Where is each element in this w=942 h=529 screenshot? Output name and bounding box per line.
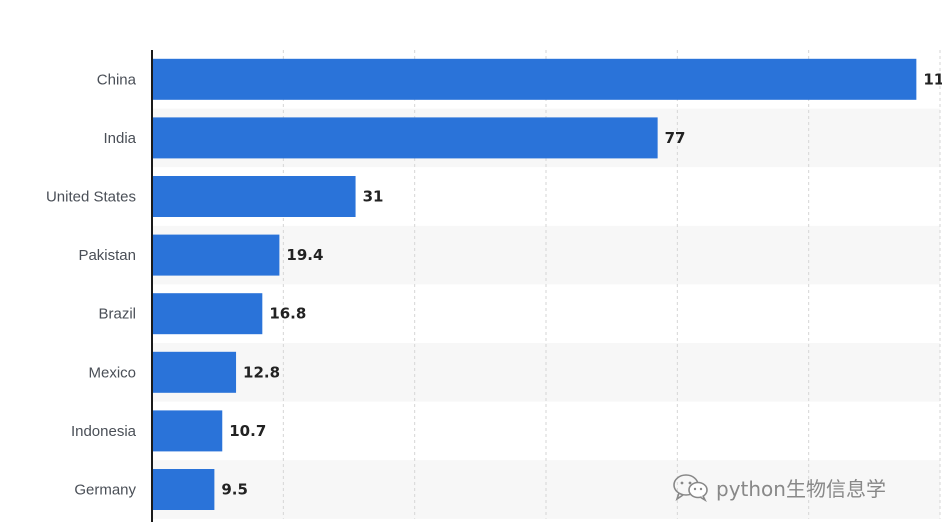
value-label: 9.5: [221, 481, 248, 499]
value-labels: 116.4 77 31 19.4 16.8 12.8 10.7 9.5: [221, 70, 942, 498]
value-label: 77: [665, 129, 686, 147]
value-label: 16.8: [269, 305, 306, 323]
category-label: Indonesia: [71, 423, 137, 440]
category-label: India: [103, 130, 136, 147]
value-label: 19.4: [286, 246, 323, 264]
category-label: Germany: [74, 482, 136, 499]
value-label: 31: [363, 188, 384, 206]
bar-china: [152, 58, 917, 100]
bar-mexico: [152, 351, 237, 393]
bars: [152, 58, 917, 510]
category-labels: China India United States Pakistan Brazil Mex…: [46, 71, 137, 498]
bar-india: [152, 117, 658, 159]
category-label: United States: [46, 189, 136, 206]
bar-pakistan: [152, 234, 280, 276]
category-label: Pakistan: [78, 247, 136, 264]
bar-germany: [152, 469, 215, 510]
category-label: Brazil: [98, 306, 136, 323]
value-label: 10.7: [229, 422, 266, 440]
category-label: Mexico: [88, 364, 136, 381]
bar-brazil: [152, 293, 263, 335]
bar-united-states: [152, 176, 356, 217]
bar-indonesia: [152, 410, 223, 452]
value-label: 116.4: [923, 70, 942, 88]
value-label: 12.8: [243, 363, 280, 381]
category-label: China: [97, 71, 137, 88]
